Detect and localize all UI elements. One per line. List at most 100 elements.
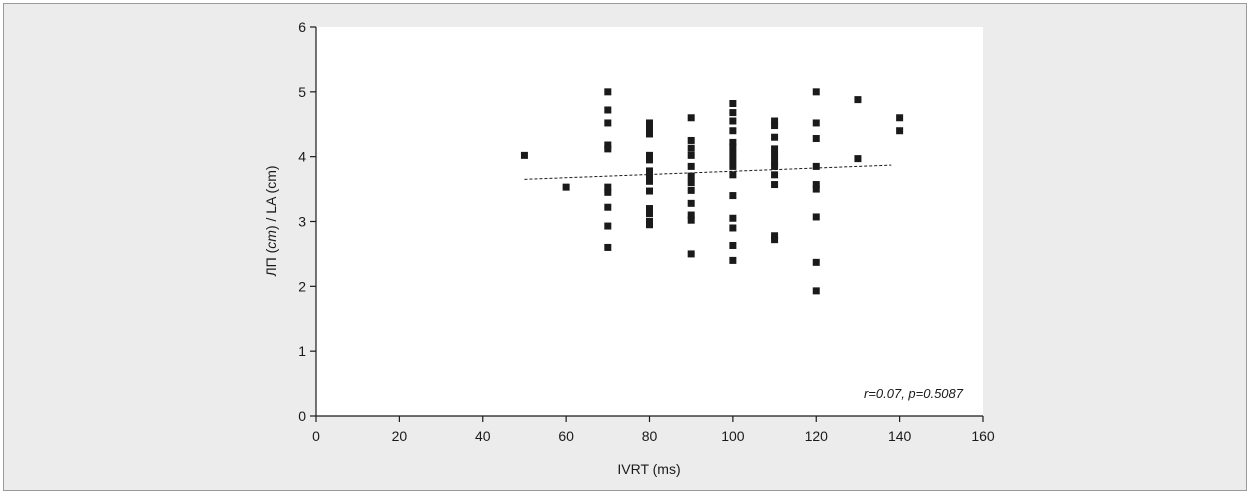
data-point [812,119,820,127]
y-tick-label: 3 [298,214,306,230]
x-axis-title: IVRT (ms) [617,461,680,477]
data-point [604,203,612,211]
data-points [520,88,904,295]
data-point [771,133,779,141]
y-tick-label: 4 [298,149,306,165]
data-point [729,192,737,200]
y-axis-ticks: 0 1 2 3 4 5 6 [298,19,316,424]
data-point [812,258,820,266]
data-point [729,241,737,249]
data-point [771,122,779,130]
data-point [812,162,820,170]
data-point [604,145,612,153]
data-point [687,250,695,258]
data-point [729,149,737,157]
data-point [687,211,695,219]
data-point [646,167,653,175]
y-tick-label: 5 [298,84,306,100]
data-point [646,187,653,195]
correlation-annotation: r=0.07, p=0.5087 [864,386,964,401]
data-point [812,135,820,143]
data-point [604,88,612,96]
trendline [524,164,892,180]
data-point [854,155,862,163]
data-point [646,210,653,218]
y-tick-label: 0 [298,408,306,424]
x-tick-label: 60 [558,428,574,444]
data-point [646,119,653,127]
data-point [729,256,737,264]
data-point [771,151,779,159]
y-axis-title-unit-italic: cm [263,230,279,249]
data-point [646,172,653,180]
data-point [896,114,904,122]
data-point [729,117,737,125]
data-point [604,119,612,127]
y-axis-title: ЛП (cm) / LA (cm) [263,165,279,276]
y-axis-title-part-1: ЛП ( [263,248,279,276]
data-point [520,151,528,159]
data-point [729,224,737,232]
data-point [729,143,737,151]
data-point [687,179,695,187]
data-point [687,186,695,194]
x-tick-label: 80 [642,428,658,444]
data-point [646,221,653,229]
x-tick-label: 160 [971,428,995,444]
data-point [687,151,695,159]
data-point [729,138,737,146]
data-point [687,199,695,207]
data-point [646,177,653,185]
data-point [812,213,820,221]
data-point [646,151,653,159]
data-point [771,145,779,153]
data-point [812,185,820,193]
x-tick-label: 0 [312,428,320,444]
data-point [646,130,653,138]
x-axis-ticks: 0 20 40 60 80 100 120 140 160 [312,416,995,444]
data-point [604,141,612,149]
data-point [687,172,695,180]
x-tick-label: 20 [392,428,408,444]
data-point [812,88,820,96]
data-point [771,236,779,244]
data-point [812,181,820,189]
data-point [687,162,695,170]
data-point [562,183,570,191]
data-point [687,136,695,144]
data-point [854,96,862,104]
y-tick-label: 1 [298,343,306,359]
data-point [604,188,612,196]
x-tick-label: 140 [888,428,912,444]
data-point [687,114,695,122]
data-point [812,287,820,295]
x-tick-label: 100 [721,428,745,444]
data-point [729,171,737,179]
data-point [604,243,612,251]
data-point [729,162,737,170]
data-point [771,181,779,189]
data-point [687,144,695,152]
data-point [729,214,737,222]
data-point [771,162,779,170]
data-point [771,158,779,166]
data-point [646,156,653,164]
x-tick-label: 120 [805,428,829,444]
y-tick-label: 6 [298,19,306,35]
data-point [729,109,737,117]
data-point [646,205,653,213]
data-point [646,125,653,133]
trendline-group [524,164,892,180]
data-point [604,106,612,114]
data-point [687,216,695,224]
y-tick-label: 2 [298,278,306,294]
data-point [771,232,779,240]
data-point [729,100,737,108]
data-point [604,183,612,191]
y-axis-title-part-3: ) / LA (cm) [263,165,279,230]
data-point [729,127,737,135]
data-point [729,156,737,164]
data-point [896,127,904,135]
data-point [771,117,779,125]
